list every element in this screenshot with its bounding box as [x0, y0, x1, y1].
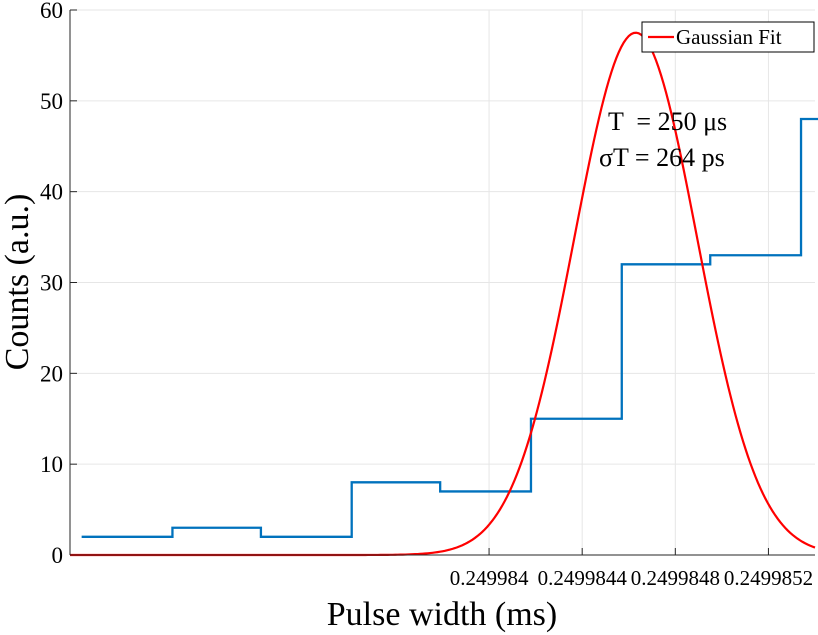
- annotation-period: T = 250 μs: [608, 107, 727, 136]
- y-axis-label: Counts (a.u.): [0, 194, 36, 371]
- x-tick-label-3: 0.2499852: [724, 566, 813, 590]
- axes: 0.249984 0.2499844 0.2499848 0.2499852 0 10 20…: [40, 0, 815, 590]
- y-tick-label-1: 10: [40, 452, 63, 477]
- x-tick-label-0: 0.249984: [450, 566, 529, 590]
- y-tick-label-6: 60: [40, 0, 63, 23]
- legend: Gaussian Fit: [641, 21, 815, 53]
- histogram-stairs: [81, 117, 818, 538]
- plot-series: [70, 31, 818, 557]
- x-axis-label: Pulse width (ms): [327, 596, 557, 633]
- y-tick-label-0: 0: [52, 543, 64, 568]
- annotations: T = 250 μs σT = 264 ps: [599, 107, 727, 172]
- y-tick-label-2: 20: [40, 361, 63, 386]
- x-tick-label-1: 0.2499844: [538, 566, 628, 590]
- x-tick-label-2: 0.2499848: [631, 566, 720, 590]
- y-tick-label-5: 50: [40, 89, 63, 114]
- legend-label-gaussian: Gaussian Fit: [676, 25, 782, 49]
- annotation-sigma: σT = 264 ps: [599, 143, 725, 172]
- grid-lines: [70, 9, 815, 556]
- y-tick-label-4: 40: [40, 180, 63, 205]
- y-tick-label-3: 30: [40, 271, 63, 296]
